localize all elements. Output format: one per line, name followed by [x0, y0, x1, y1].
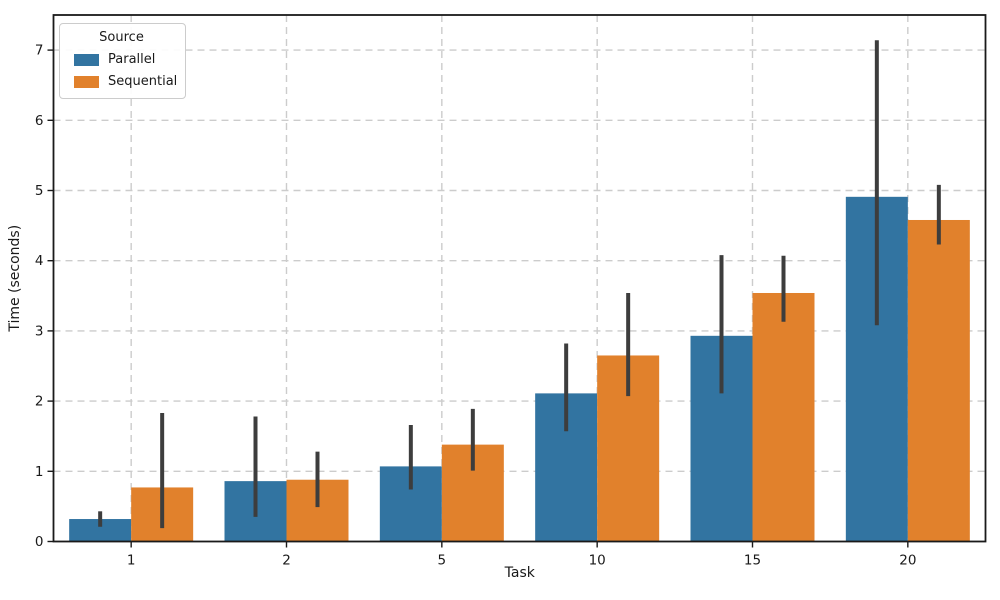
axis-ticks: 0 1 2 3 4 5 6 7 1 2 5 10 15 20 [35, 43, 917, 569]
x-tick-label: 10 [589, 553, 606, 569]
legend-item-parallel: Parallel [68, 52, 175, 67]
legend-label-parallel: Parallel [108, 52, 156, 67]
y-tick-label: 5 [35, 183, 44, 199]
parallel-swatch-icon [74, 53, 99, 66]
y-tick-label: 2 [35, 394, 44, 410]
y-tick-label: 7 [35, 43, 44, 59]
y-tick-label: 1 [35, 464, 44, 480]
x-tick-label: 5 [438, 553, 447, 569]
x-axis-label: Task [504, 565, 536, 581]
x-tick-label: 1 [127, 553, 136, 569]
sequential-swatch-icon [74, 75, 99, 88]
bars [69, 196, 970, 542]
error-bars [98, 40, 941, 529]
y-tick-label: 3 [35, 323, 44, 339]
legend-title: Source [99, 30, 144, 45]
y-axis-label: Time (seconds) [7, 225, 23, 333]
plot-border-rect [52, 14, 987, 543]
plot-border [52, 14, 987, 543]
y-tick-label: 4 [35, 253, 44, 269]
bar-sequential-task-15 [752, 292, 815, 542]
y-tick-label: 0 [35, 534, 44, 550]
legend-item-sequential: Sequential [68, 74, 178, 89]
bar-sequential-task-20 [907, 219, 970, 542]
gridlines [53, 15, 986, 542]
bar-parallel-task-1 [69, 519, 132, 542]
x-tick-label: 20 [899, 553, 916, 569]
x-tick-label: 2 [282, 553, 291, 569]
legend: Source Parallel Sequential [59, 23, 186, 99]
legend-label-sequential: Sequential [108, 74, 178, 89]
x-tick-label: 15 [744, 553, 761, 569]
y-tick-label: 6 [35, 113, 44, 129]
